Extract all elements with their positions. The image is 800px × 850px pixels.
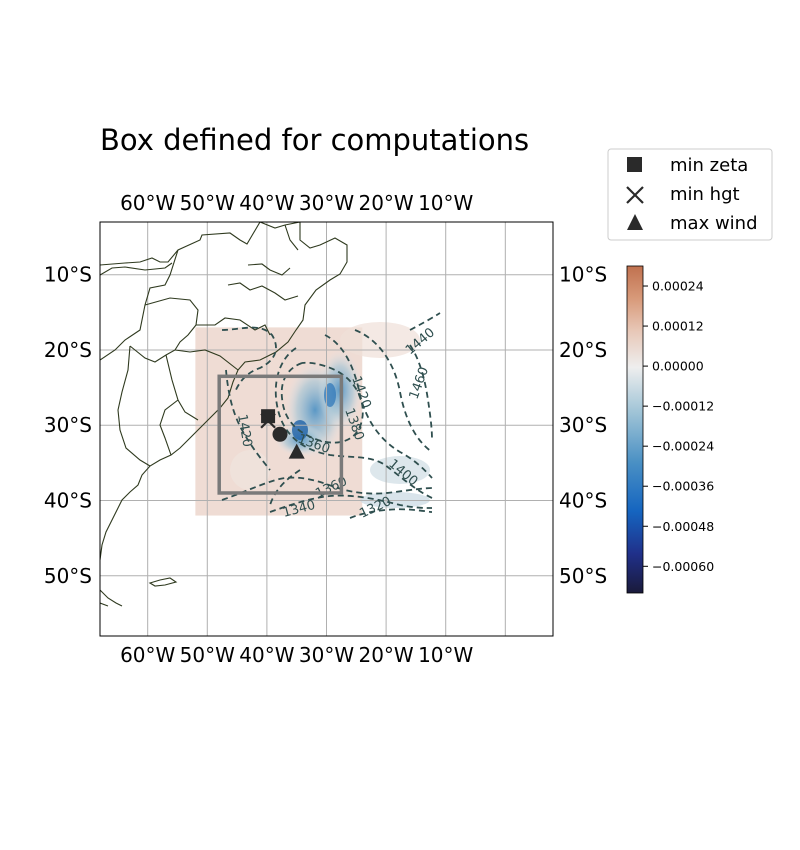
- gridlines: [100, 222, 553, 636]
- colorbar-tick-label: −0.00024: [652, 439, 714, 454]
- lat-tick-label: 10°S: [44, 263, 92, 287]
- lon-tick-label: 30°W: [299, 643, 354, 667]
- lon-tick-label: 40°W: [239, 191, 294, 215]
- legend-label: min zeta: [670, 155, 748, 176]
- legend-label: min hgt: [670, 184, 740, 205]
- colorbar-ticks: 0.00024 0.00012 0.00000 −0.00012 −0.00024 −0.…: [643, 279, 714, 574]
- legend-label: max wind: [670, 213, 758, 234]
- chart-title: Box defined for computations: [100, 123, 529, 157]
- colorbar-tick-label: 0.00024: [652, 279, 704, 294]
- lat-tick-label: 50°S: [559, 564, 607, 588]
- computation-box: [217, 374, 344, 495]
- contour-label: 1420: [234, 413, 255, 448]
- legend-frame: [607, 148, 773, 241]
- lon-tick-label: 60°W: [120, 191, 175, 215]
- lat-tick-label: 40°S: [559, 489, 607, 513]
- legend: min zeta min hgt max wind: [607, 148, 773, 241]
- square-icon: [627, 157, 642, 172]
- lon-tick-label: 10°W: [418, 643, 473, 667]
- lat-tick-label: 20°S: [559, 338, 607, 362]
- lon-tick-label: 40°W: [239, 643, 294, 667]
- lon-tick-label: 20°W: [358, 643, 413, 667]
- markers: [260, 409, 305, 459]
- colorbar-tick-label: 0.00000: [652, 359, 704, 374]
- lon-tick-label: 20°W: [358, 191, 413, 215]
- lat-tick-label: 30°S: [559, 413, 607, 437]
- lat-tick-label: 30°S: [44, 413, 92, 437]
- colorbar-tick-label: −0.00048: [652, 519, 714, 534]
- lon-tick-label: 30°W: [299, 191, 354, 215]
- map-frame: [99, 221, 554, 637]
- colorbar: 0.00024 0.00012 0.00000 −0.00012 −0.00024 −0.…: [626, 265, 714, 594]
- lat-tick-label: 20°S: [44, 338, 92, 362]
- lon-tick-label: 10°W: [418, 191, 473, 215]
- lat-tick-label: 50°S: [44, 564, 92, 588]
- lat-tick-label: 10°S: [559, 263, 607, 287]
- max-wind-marker: [288, 443, 305, 459]
- colorbar-tick-label: −0.00036: [652, 479, 714, 494]
- lat-tick-label: 40°S: [44, 489, 92, 513]
- min-hgt-marker: [260, 412, 276, 429]
- colorbar-tick-label: −0.00060: [652, 559, 714, 574]
- lon-tick-label: 50°W: [180, 643, 235, 667]
- coastlines: [100, 222, 348, 607]
- map-axes: 1440 1460 1420 1380 1360 1420 1400 1360 …: [44, 191, 607, 667]
- x-icon: [626, 186, 644, 204]
- lon-tick-label: 50°W: [180, 191, 235, 215]
- lon-tick-label: 60°W: [120, 643, 175, 667]
- colorbar-tick-label: 0.00012: [652, 319, 704, 334]
- colorbar-gradient: [626, 265, 644, 594]
- axis-tick-labels: 60°W60°W50°W50°W40°W40°W30°W30°W20°W20°W…: [44, 191, 607, 667]
- colorbar-tick-label: −0.00012: [652, 399, 714, 414]
- triangle-icon: [627, 214, 643, 230]
- min-zeta-marker: [261, 409, 276, 424]
- center-marker: [272, 426, 288, 442]
